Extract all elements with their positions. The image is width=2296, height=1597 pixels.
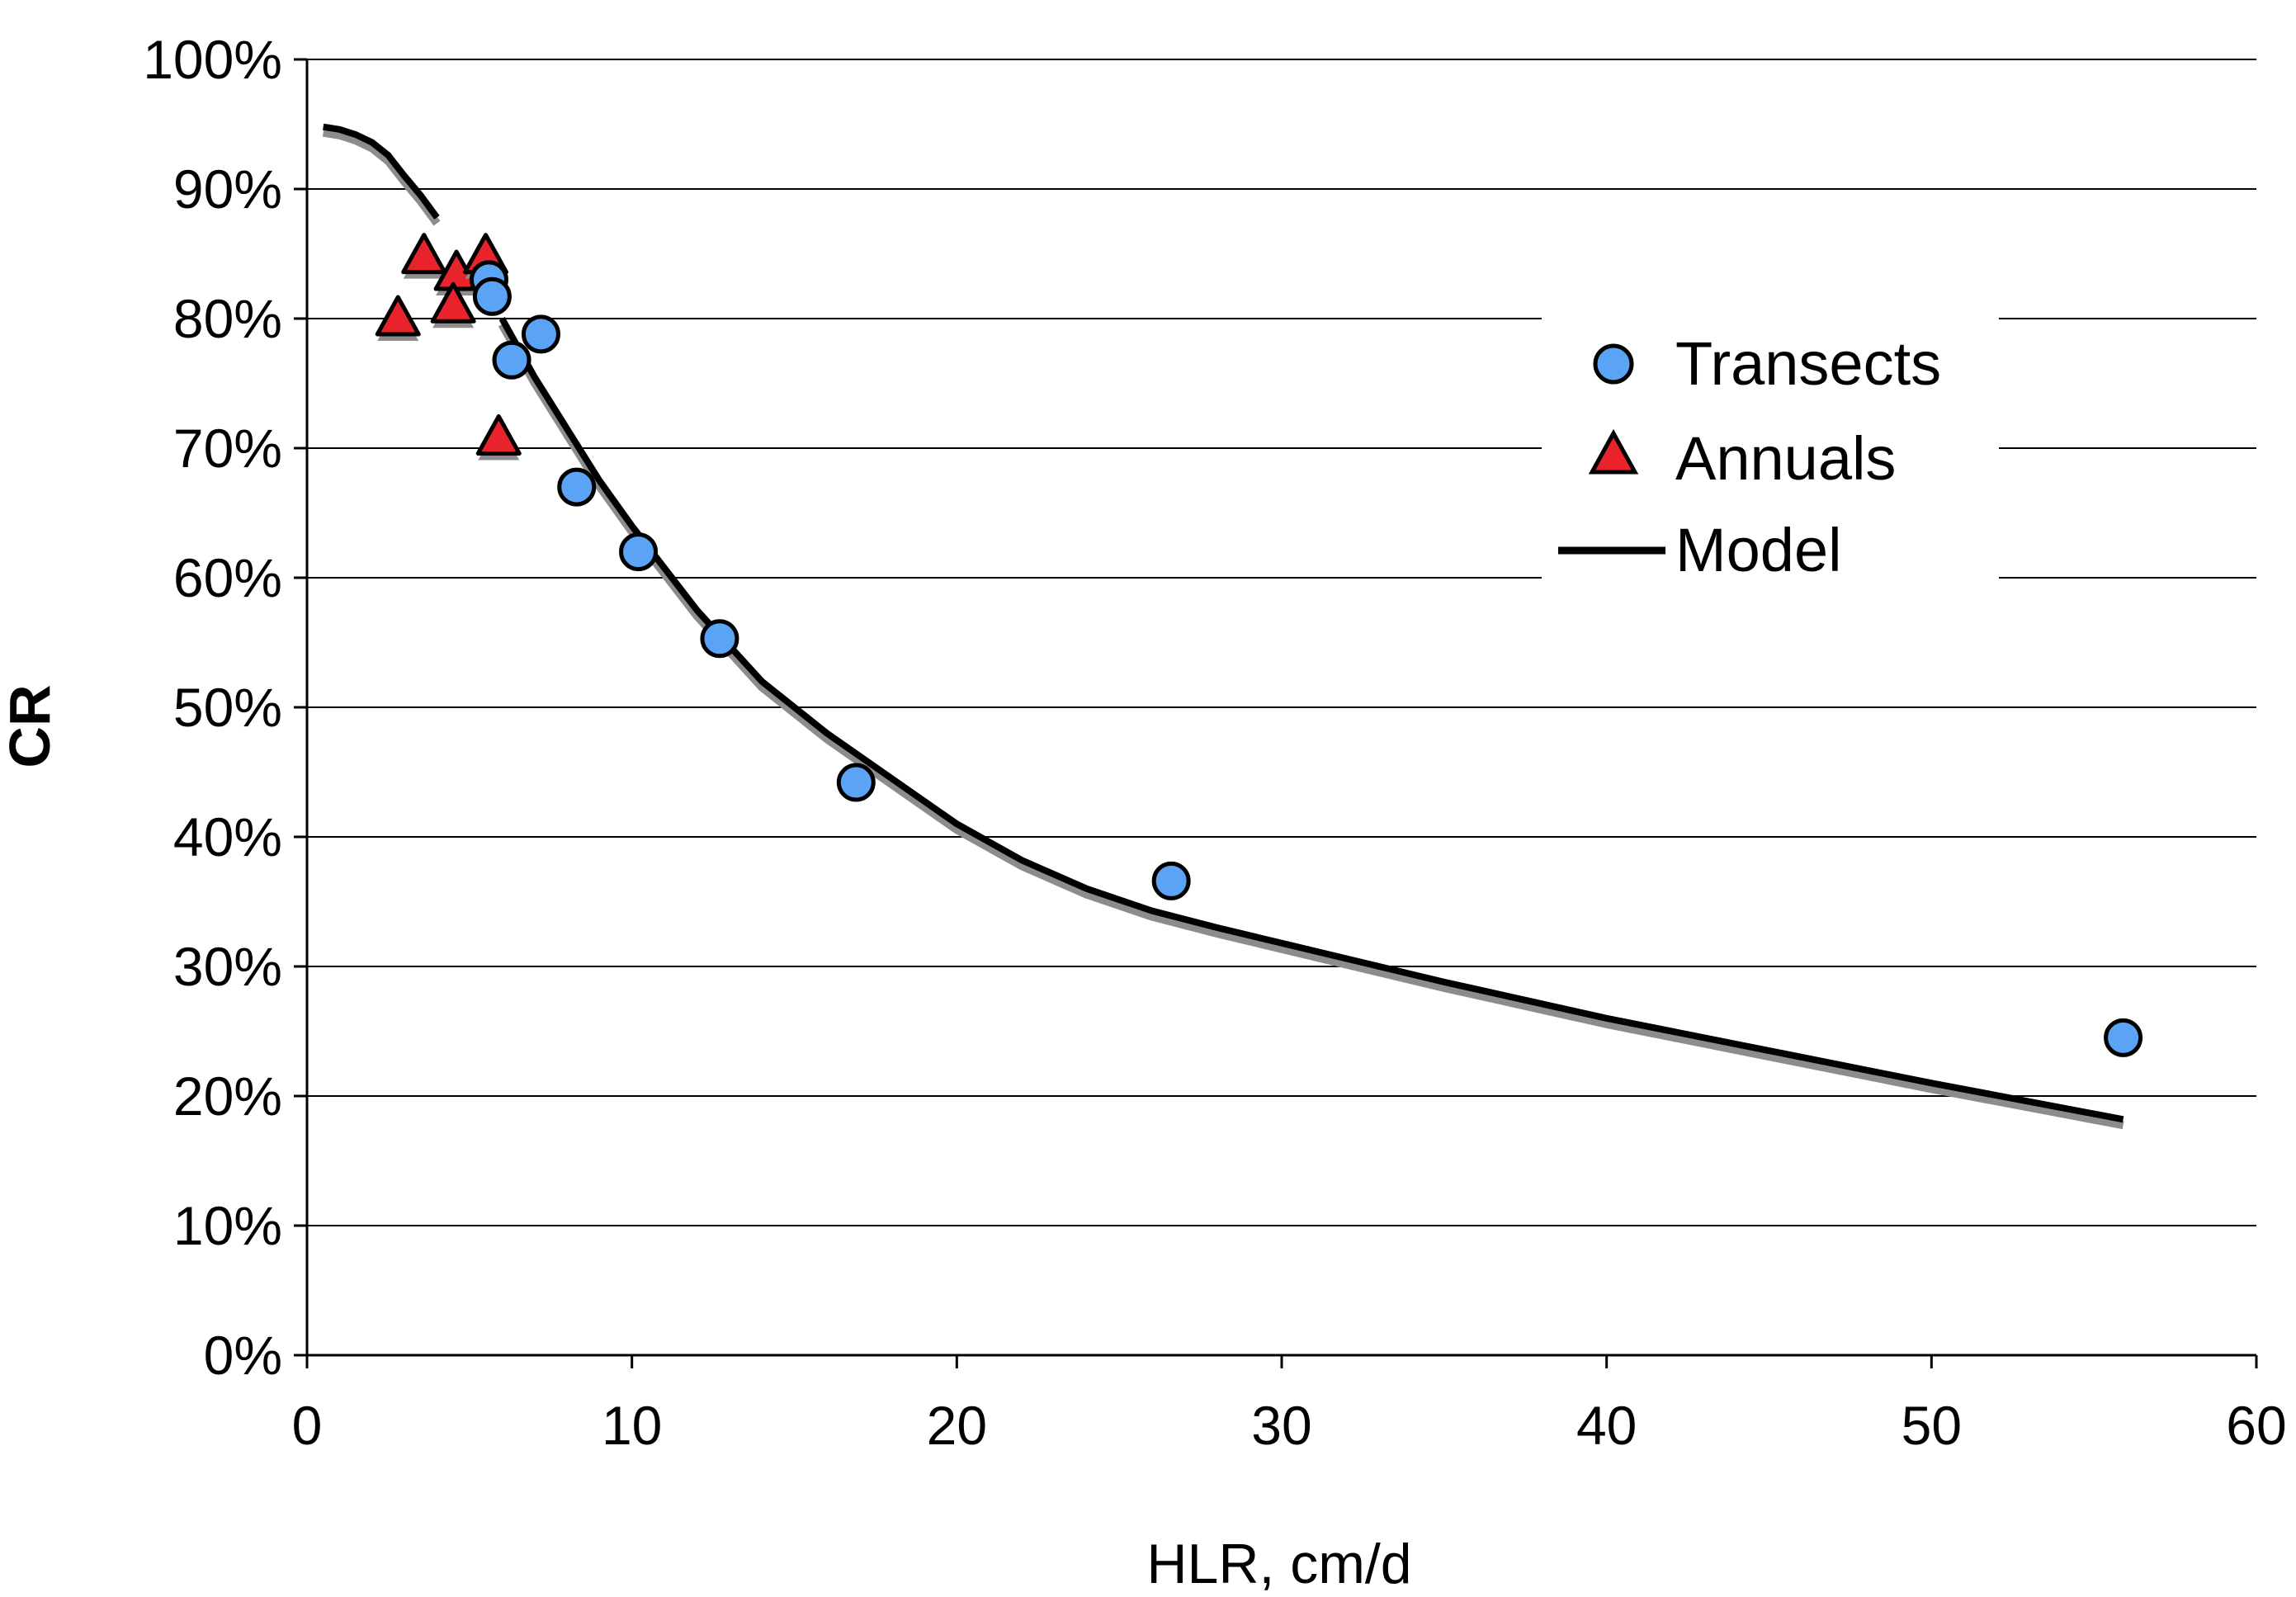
y-tick-label: 40% <box>173 806 282 867</box>
y-axis-title: CR <box>0 684 62 768</box>
x-axis-title: HLR, cm/d <box>1146 1533 1411 1595</box>
y-tick-label: 70% <box>173 418 282 479</box>
legend-transects-marker <box>1593 343 1634 385</box>
transects-point <box>700 619 739 659</box>
x-tick-label: 30 <box>1251 1395 1311 1456</box>
x-tick-label: 0 <box>292 1395 323 1456</box>
model-line-shadow <box>498 322 2124 1130</box>
annuals-point <box>401 233 447 275</box>
y-tick-label: 30% <box>173 936 282 997</box>
y-tick-label: 50% <box>173 677 282 738</box>
y-tick-label: 80% <box>173 288 282 349</box>
x-tick-labels: 0 10 20 30 40 50 60 <box>292 1395 2287 1456</box>
legend-annuals-marker <box>1588 428 1639 475</box>
model-line <box>498 317 2124 1123</box>
legend-transects-label: Transects <box>1675 329 1941 398</box>
gridlines <box>307 59 2256 1226</box>
annuals-point <box>475 413 522 456</box>
y-tick-label: 10% <box>173 1195 282 1256</box>
legend-model-label: Model <box>1675 516 1842 584</box>
transects-point <box>2104 1018 2143 1057</box>
transects-point <box>472 276 512 316</box>
transects-point <box>557 467 597 507</box>
axes <box>294 58 2258 1368</box>
model-series <box>322 123 2124 1130</box>
y-tick-label: 20% <box>173 1065 282 1127</box>
model-line <box>323 123 440 220</box>
transects-point <box>619 532 659 572</box>
transects-point <box>521 314 560 354</box>
x-tick-label: 50 <box>1902 1395 1962 1456</box>
transects-point <box>492 340 531 380</box>
y-tick-label: 90% <box>173 158 282 220</box>
y-tick-labels: 0% 10% 20% 30% 40% 50% 60% 70% 80% 90% 100% <box>143 29 282 1386</box>
x-tick-label: 10 <box>602 1395 662 1456</box>
x-tick-label: 40 <box>1576 1395 1637 1456</box>
transects-series <box>469 260 2143 1057</box>
annuals-point <box>430 281 476 324</box>
x-tick-label: 20 <box>927 1395 987 1456</box>
model-line-shadow <box>322 128 441 226</box>
y-tick-label: 0% <box>204 1325 282 1386</box>
legend-annuals-label: Annuals <box>1675 424 1896 493</box>
x-tick-label: 60 <box>2226 1395 2286 1456</box>
annuals-point <box>375 295 421 337</box>
y-tick-label: 60% <box>173 547 282 608</box>
transects-point <box>1151 861 1191 900</box>
legend: Transects Annuals Model <box>1542 305 1999 594</box>
y-tick-label: 100% <box>143 29 282 90</box>
transects-point <box>836 763 876 802</box>
